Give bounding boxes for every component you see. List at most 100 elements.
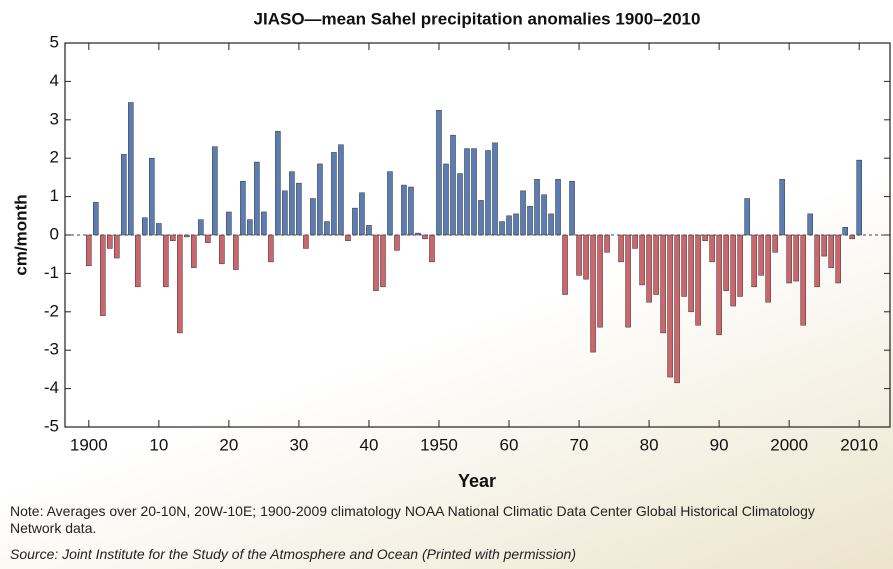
bar <box>163 234 169 288</box>
bar <box>240 180 246 236</box>
bar <box>289 171 295 236</box>
bar <box>464 148 470 236</box>
bar <box>408 186 414 236</box>
bar <box>639 234 645 286</box>
bar <box>338 144 344 236</box>
bar <box>107 234 113 249</box>
bar <box>562 234 568 295</box>
bar <box>324 221 330 236</box>
bar <box>828 234 834 268</box>
bar <box>667 234 673 378</box>
y-tick-label: -2 <box>44 301 59 320</box>
bar <box>534 179 540 236</box>
bar <box>604 234 610 253</box>
bar <box>856 159 862 236</box>
bar <box>219 234 225 265</box>
bar <box>744 198 750 236</box>
y-tick-label: 4 <box>50 71 59 90</box>
bar <box>779 179 785 236</box>
bar <box>436 109 442 236</box>
bar <box>814 234 820 288</box>
bar <box>282 190 288 236</box>
bar <box>688 234 694 313</box>
bar <box>695 234 701 326</box>
bar <box>793 234 799 282</box>
bar <box>723 234 729 291</box>
y-tick-label: 5 <box>50 32 59 51</box>
bar <box>478 200 484 236</box>
bar <box>513 213 519 236</box>
bar <box>555 179 561 236</box>
bar <box>541 194 547 236</box>
bar <box>849 234 855 240</box>
x-tick-label: 60 <box>500 435 519 454</box>
bar <box>597 234 603 328</box>
bar <box>345 234 351 242</box>
bar <box>331 152 337 236</box>
y-axis-label: cm/month <box>11 194 30 275</box>
bar <box>135 234 141 288</box>
x-tick-label: 70 <box>570 435 589 454</box>
bar <box>835 234 841 284</box>
bar <box>569 180 575 236</box>
bar <box>492 142 498 236</box>
bar <box>506 215 512 236</box>
x-tick-label: 40 <box>359 435 378 454</box>
x-tick-label: 2010 <box>840 435 878 454</box>
bar <box>674 234 680 384</box>
note: Note: Averages over 20-10N, 20W-10E; 190… <box>10 503 815 536</box>
bar <box>443 163 449 236</box>
bar <box>401 184 407 236</box>
bar <box>177 234 183 334</box>
bar <box>191 234 197 268</box>
bar <box>254 161 260 236</box>
chart-title: JIASO—mean Sahel precipitation anomalies… <box>254 9 701 28</box>
bar <box>450 134 456 236</box>
y-tick-label: -4 <box>44 378 59 397</box>
bar <box>583 234 589 280</box>
bar <box>499 221 505 236</box>
source: Source: Joint Institute for the Study of… <box>10 546 576 562</box>
bar <box>716 234 722 336</box>
y-tick-label: 2 <box>50 148 59 167</box>
bar <box>366 225 372 236</box>
bar <box>527 205 533 236</box>
bar <box>205 234 211 243</box>
bar <box>121 154 127 236</box>
bar <box>373 234 379 291</box>
y-tick-label: 1 <box>50 186 59 205</box>
y-tick-label: -5 <box>44 416 59 435</box>
bar <box>681 234 687 297</box>
bar <box>149 157 155 236</box>
bar <box>100 234 106 316</box>
x-tick-label: 10 <box>149 435 168 454</box>
bar <box>709 234 715 263</box>
bar <box>156 223 162 236</box>
x-tick-label: 1900 <box>70 435 108 454</box>
bar <box>800 234 806 326</box>
y-tick-label: -3 <box>44 340 59 359</box>
bar <box>317 163 323 236</box>
bar <box>212 146 218 236</box>
bar <box>261 211 267 236</box>
bar <box>457 173 463 236</box>
bar <box>352 207 358 236</box>
bar <box>394 234 400 251</box>
x-axis-label: Year <box>458 471 496 491</box>
bar <box>576 234 582 276</box>
x-tick-label: 30 <box>289 435 308 454</box>
bar <box>275 131 281 236</box>
bar <box>471 148 477 236</box>
bar <box>422 234 428 240</box>
bar <box>359 192 365 236</box>
y-tick-label: 0 <box>50 224 59 243</box>
bar <box>842 227 848 236</box>
x-tick-label: 1950 <box>420 435 458 454</box>
bar <box>590 234 596 353</box>
x-tick-label: 90 <box>710 435 729 454</box>
x-tick-label: 80 <box>640 435 659 454</box>
bar <box>485 150 491 236</box>
bar <box>268 234 274 263</box>
bar <box>751 234 757 288</box>
